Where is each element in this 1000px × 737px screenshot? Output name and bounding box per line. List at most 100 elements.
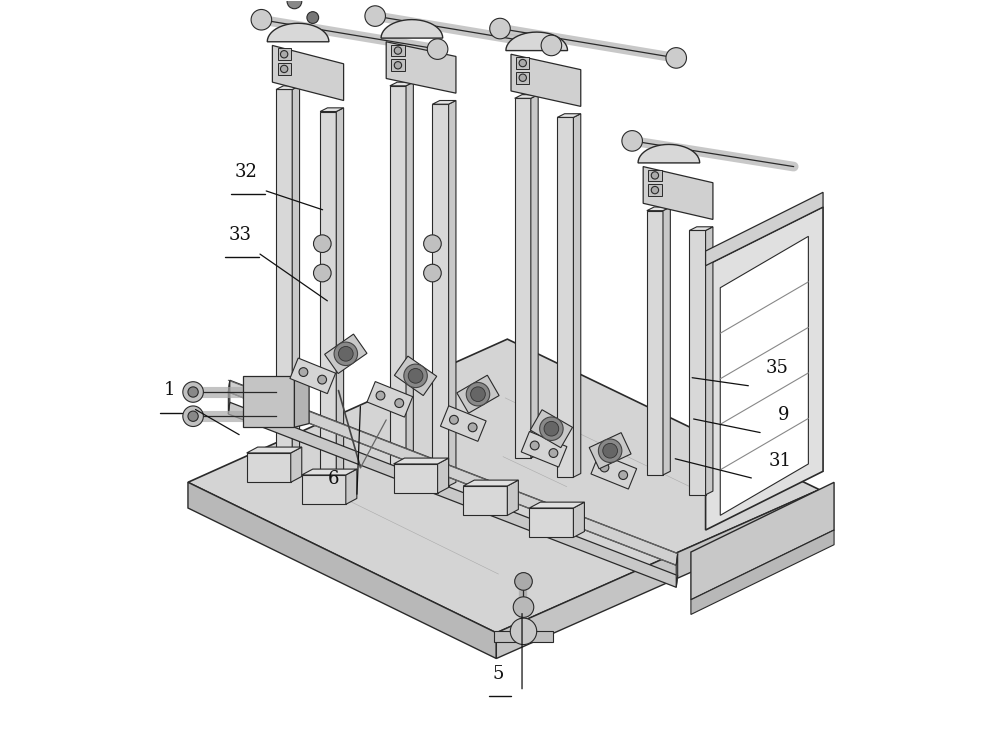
Polygon shape — [267, 24, 329, 42]
Polygon shape — [515, 98, 531, 458]
Text: 9: 9 — [778, 406, 789, 425]
Polygon shape — [691, 530, 834, 615]
Circle shape — [183, 382, 203, 402]
Polygon shape — [557, 113, 581, 117]
Polygon shape — [689, 227, 713, 231]
Circle shape — [307, 12, 319, 24]
Polygon shape — [647, 207, 670, 211]
Polygon shape — [302, 475, 346, 504]
Circle shape — [338, 346, 353, 361]
Circle shape — [513, 597, 534, 618]
Polygon shape — [589, 433, 631, 469]
Polygon shape — [506, 32, 568, 51]
Circle shape — [287, 0, 302, 9]
Circle shape — [541, 35, 562, 56]
Polygon shape — [676, 553, 678, 587]
Polygon shape — [394, 356, 437, 396]
Circle shape — [471, 387, 485, 402]
Polygon shape — [438, 458, 449, 493]
Polygon shape — [391, 45, 405, 57]
Polygon shape — [529, 508, 573, 537]
Polygon shape — [278, 63, 291, 75]
Polygon shape — [276, 89, 292, 457]
Circle shape — [395, 399, 404, 408]
Polygon shape — [449, 100, 456, 486]
Circle shape — [188, 387, 198, 397]
Text: 35: 35 — [766, 360, 789, 377]
Circle shape — [280, 66, 288, 73]
Polygon shape — [706, 227, 713, 495]
Polygon shape — [648, 184, 662, 196]
Polygon shape — [432, 100, 456, 104]
Polygon shape — [188, 339, 819, 633]
Polygon shape — [643, 167, 713, 220]
Polygon shape — [390, 82, 413, 85]
Circle shape — [530, 441, 539, 450]
Circle shape — [188, 411, 198, 422]
Circle shape — [280, 51, 288, 58]
Circle shape — [666, 48, 686, 69]
Polygon shape — [291, 447, 302, 482]
Circle shape — [544, 422, 559, 436]
Circle shape — [334, 342, 358, 366]
Circle shape — [424, 235, 441, 253]
Polygon shape — [457, 375, 499, 413]
Polygon shape — [394, 458, 449, 464]
Polygon shape — [292, 85, 300, 457]
Polygon shape — [706, 207, 823, 530]
Circle shape — [600, 463, 609, 472]
Polygon shape — [663, 207, 670, 475]
Circle shape — [540, 417, 563, 441]
Polygon shape — [529, 502, 584, 508]
Circle shape — [519, 74, 526, 81]
Polygon shape — [394, 464, 438, 493]
Circle shape — [251, 10, 272, 30]
Circle shape — [318, 375, 327, 384]
Polygon shape — [440, 406, 486, 441]
Text: 31: 31 — [769, 452, 792, 469]
Polygon shape — [720, 237, 808, 515]
Text: 5: 5 — [493, 665, 504, 682]
Circle shape — [408, 368, 423, 383]
Polygon shape — [638, 144, 700, 163]
Polygon shape — [515, 94, 538, 98]
Polygon shape — [463, 480, 518, 486]
Polygon shape — [320, 108, 344, 111]
Circle shape — [394, 47, 402, 55]
Polygon shape — [247, 447, 302, 453]
Circle shape — [314, 235, 331, 253]
Polygon shape — [294, 372, 309, 427]
Polygon shape — [272, 46, 344, 100]
Circle shape — [450, 416, 458, 425]
Polygon shape — [247, 453, 291, 482]
Polygon shape — [276, 85, 300, 89]
Text: 1: 1 — [164, 381, 175, 399]
Circle shape — [424, 265, 441, 282]
Circle shape — [314, 265, 331, 282]
Circle shape — [598, 439, 622, 463]
Polygon shape — [278, 49, 291, 60]
Circle shape — [427, 39, 448, 60]
Polygon shape — [691, 482, 834, 600]
Polygon shape — [188, 482, 496, 659]
Polygon shape — [320, 111, 336, 478]
Polygon shape — [647, 211, 663, 475]
Polygon shape — [325, 334, 367, 374]
Polygon shape — [511, 55, 581, 106]
Polygon shape — [494, 632, 553, 642]
Circle shape — [299, 368, 308, 377]
Circle shape — [404, 364, 427, 388]
Circle shape — [490, 18, 510, 39]
Polygon shape — [648, 170, 662, 181]
Polygon shape — [496, 489, 819, 659]
Circle shape — [466, 383, 490, 406]
Text: 33: 33 — [228, 226, 251, 244]
Polygon shape — [391, 60, 405, 71]
Polygon shape — [573, 502, 584, 537]
Polygon shape — [346, 469, 357, 504]
Circle shape — [376, 391, 385, 400]
Polygon shape — [390, 85, 406, 467]
Polygon shape — [228, 380, 230, 414]
Polygon shape — [689, 231, 706, 495]
Circle shape — [603, 444, 617, 458]
